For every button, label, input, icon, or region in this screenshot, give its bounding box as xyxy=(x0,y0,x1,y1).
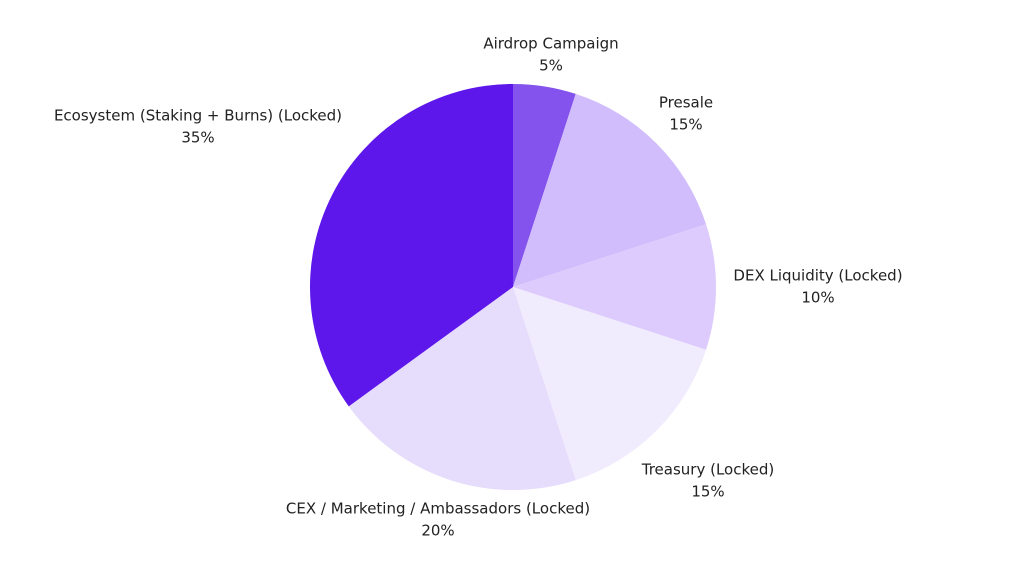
pie-slice xyxy=(348,287,576,490)
slice-value-label: 5% xyxy=(539,57,563,75)
slice-label: DEX Liquidity (Locked) xyxy=(733,267,902,285)
slice-value-label: 10% xyxy=(801,289,834,307)
slice-label: Airdrop Campaign xyxy=(483,35,618,53)
pie-slice xyxy=(309,84,513,407)
slice-value-label: 35% xyxy=(181,129,214,147)
pie-slice xyxy=(513,224,716,350)
slice-label: Presale xyxy=(659,94,713,112)
slice-value-label: 15% xyxy=(691,483,724,501)
slice-label: Ecosystem (Staking + Burns) (Locked) xyxy=(54,107,342,125)
pie-slice xyxy=(513,287,707,481)
pie-slice xyxy=(513,84,576,287)
slice-label: CEX / Marketing / Ambassadors (Locked) xyxy=(286,500,590,518)
slice-value-label: 20% xyxy=(421,522,454,540)
slice-value-label: 15% xyxy=(669,116,702,134)
pie-slice xyxy=(513,93,707,288)
slice-label: Treasury (Locked) xyxy=(641,461,774,479)
